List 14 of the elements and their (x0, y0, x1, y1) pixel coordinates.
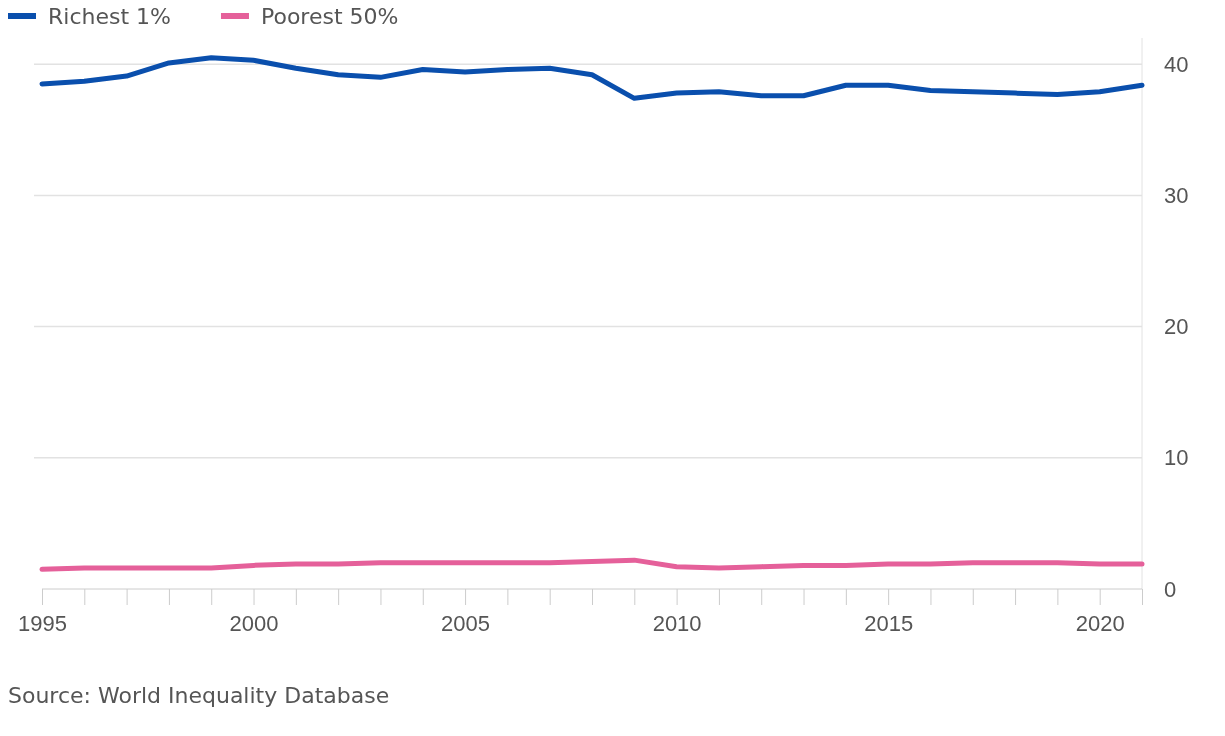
y-tick-label: 10 (1164, 445, 1189, 471)
x-tick-label: 2005 (441, 610, 491, 636)
y-tick-label: 40 (1164, 51, 1189, 77)
legend-label: Richest 1% (48, 4, 171, 29)
y-tick-label: 30 (1164, 182, 1189, 208)
x-tick-label: 2020 (1075, 610, 1125, 636)
y-tick-label: 20 (1164, 314, 1189, 340)
x-tick-label: 2010 (652, 610, 702, 636)
x-tick-label: 1995 (18, 610, 67, 636)
source-note: Source: World Inequality Database (8, 683, 390, 708)
x-tick-label: 2000 (229, 610, 279, 636)
legend-label: Poorest 50% (260, 4, 399, 29)
x-tick-label: 2015 (864, 610, 914, 636)
y-tick-label: 0 (1164, 576, 1177, 602)
